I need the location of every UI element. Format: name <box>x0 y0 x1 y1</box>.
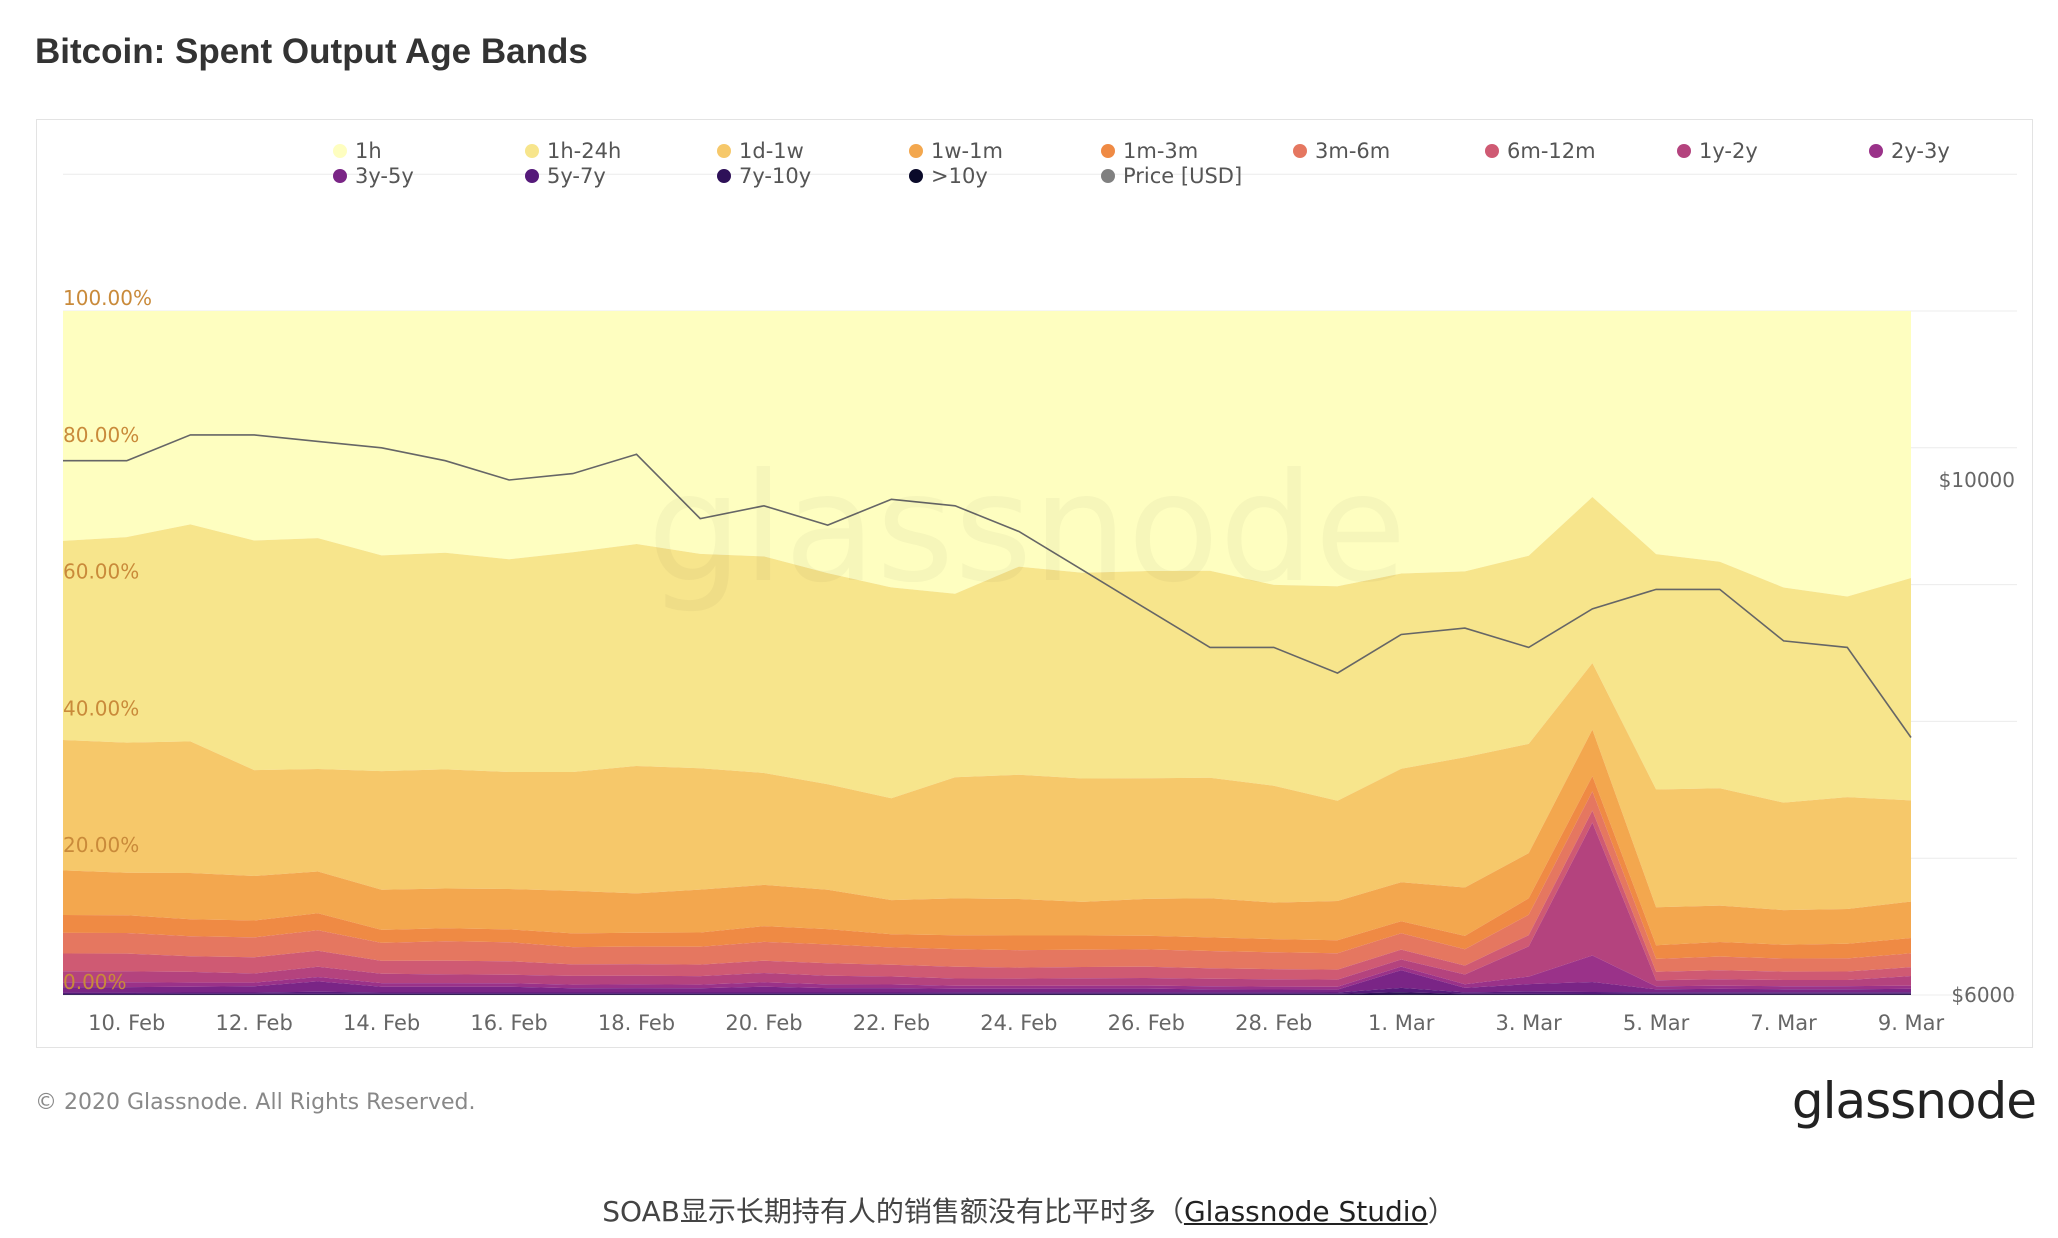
legend-item[interactable]: 6m-12m <box>1485 139 1596 163</box>
legend-marker-icon <box>1485 144 1499 158</box>
watermark: glassnode <box>647 442 1406 616</box>
x-tick-label: 3. Mar <box>1495 1011 1562 1035</box>
legend-marker-icon <box>1293 144 1307 158</box>
area-series-1h-24h <box>63 497 1911 803</box>
x-tick-label: 12. Feb <box>216 1011 293 1035</box>
legend-label: 7y-10y <box>739 164 812 188</box>
x-tick-label: 7. Mar <box>1750 1011 1817 1035</box>
x-tick-label: 18. Feb <box>598 1011 675 1035</box>
area-series-3m-6m <box>63 791 1911 972</box>
legend-item[interactable]: 2y-3y <box>1869 139 1950 163</box>
copyright-text: © 2020 Glassnode. All Rights Reserved. <box>35 1090 476 1115</box>
legend-marker-icon <box>909 169 923 183</box>
area-series-10y <box>63 994 1911 995</box>
y-tick-label: 0.00% <box>63 970 127 994</box>
price-line <box>63 434 1912 738</box>
x-tick-label: 24. Feb <box>980 1011 1057 1035</box>
legend-label: 1h <box>355 139 382 163</box>
figure-caption: SOAB显示长期持有人的销售额没有比平时多（Glassnode Studio） <box>0 1190 2058 1230</box>
legend-marker-icon <box>525 144 539 158</box>
legend-marker-icon <box>1869 144 1883 158</box>
area-series-3y-5y <box>63 970 1911 993</box>
caption-source-link[interactable]: Glassnode Studio <box>1183 1195 1428 1228</box>
legend-label: 3y-5y <box>355 164 414 188</box>
x-tick-label: 22. Feb <box>853 1011 930 1035</box>
legend-item[interactable]: 1w-1m <box>909 139 1003 163</box>
chart-container: glassnode 0.00% 20.00% 40.00% 60.00% 80.00% 1… <box>36 119 2033 1048</box>
legend-marker-icon <box>525 169 539 183</box>
y-axis-labels: 0.00% 20.00% 40.00% 60.00% 80.00% 100.00% <box>63 286 152 994</box>
caption-tail: ） <box>1427 1195 1456 1228</box>
area-series-group <box>63 311 1911 995</box>
legend-marker-icon <box>717 169 731 183</box>
legend-label: 1h-24h <box>547 139 622 163</box>
x-tick-label: 14. Feb <box>343 1011 420 1035</box>
x-axis-labels: 10. Feb 12. Feb 14. Feb 16. Feb 18. Feb 20. F… <box>88 1011 1944 1035</box>
legend-label: 6m-12m <box>1507 139 1596 163</box>
x-tick-label: 10. Feb <box>88 1011 165 1035</box>
price-tick-label: $10000 <box>1939 468 2015 492</box>
legend-item[interactable]: Price [USD] <box>1101 164 1242 188</box>
y-tick-label: 40.00% <box>63 696 139 720</box>
area-series-1w-1m <box>63 729 1911 946</box>
legend-item[interactable]: 3m-6m <box>1293 139 1390 163</box>
area-series-5y-7y <box>63 987 1911 994</box>
x-tick-label: 16. Feb <box>470 1011 547 1035</box>
chart-svg: glassnode 0.00% 20.00% 40.00% 60.00% 80.00% 1… <box>63 173 2017 1035</box>
legend-item[interactable]: 1h <box>333 139 382 163</box>
legend-item[interactable]: 1h-24h <box>525 139 621 163</box>
x-tick-label: 5. Mar <box>1623 1011 1690 1035</box>
legend-marker-icon <box>333 144 347 158</box>
legend-item[interactable]: 1y-2y <box>1677 139 1758 163</box>
glassnode-logo: glassnode <box>1791 1072 2037 1130</box>
area-series-6m-12m <box>63 810 1911 981</box>
legend-item[interactable]: 5y-7y <box>525 164 606 188</box>
y-tick-label: 100.00% <box>63 286 152 310</box>
legend-marker-icon <box>1101 144 1115 158</box>
legend-label: Price [USD] <box>1123 164 1243 188</box>
area-series-2y-3y <box>63 955 1911 990</box>
y-tick-label: 60.00% <box>63 560 139 584</box>
legend-marker-icon <box>333 169 347 183</box>
caption-text: SOAB显示长期持有人的销售额没有比平时多（ <box>602 1195 1184 1228</box>
legend-label: 1y-2y <box>1699 139 1758 163</box>
x-tick-label: 26. Feb <box>1108 1011 1185 1035</box>
legend-marker-icon <box>1677 144 1691 158</box>
area-series-7y-10y <box>63 992 1911 995</box>
legend-item[interactable]: 1m-3m <box>1101 139 1198 163</box>
legend-label: >10y <box>931 164 988 188</box>
price-line-group <box>63 434 1912 738</box>
legend-label: 2y-3y <box>1891 139 1950 163</box>
legend-label: 3m-6m <box>1315 139 1391 163</box>
legend-marker-icon <box>1101 169 1115 183</box>
price-tick-label: $6000 <box>1951 983 2015 1007</box>
legend-label: 1d-1w <box>739 139 804 163</box>
y-tick-label: 20.00% <box>63 833 139 857</box>
legend-label: 1w-1m <box>931 139 1003 163</box>
legend-label: 1m-3m <box>1123 139 1199 163</box>
page-title: Bitcoin: Spent Output Age Bands <box>35 32 588 71</box>
legend-marker-icon <box>717 144 731 158</box>
x-tick-label: 28. Feb <box>1235 1011 1312 1035</box>
area-series-1d-1w <box>63 663 1911 911</box>
area-series-1h <box>63 311 1911 597</box>
legend-marker-icon <box>909 144 923 158</box>
x-tick-label: 20. Feb <box>725 1011 802 1035</box>
legend-item[interactable]: 1d-1w <box>717 139 804 163</box>
legend-item[interactable]: 7y-10y <box>717 164 811 188</box>
legend-item[interactable]: 3y-5y <box>333 164 414 188</box>
price-axis-labels: $6000 $10000 <box>1939 468 2015 1007</box>
legend-item[interactable]: >10y <box>909 164 988 188</box>
y-tick-label: 80.00% <box>63 423 139 447</box>
x-tick-label: 1. Mar <box>1368 1011 1435 1035</box>
x-tick-label: 9. Mar <box>1878 1011 1945 1035</box>
legend-label: 5y-7y <box>547 164 606 188</box>
